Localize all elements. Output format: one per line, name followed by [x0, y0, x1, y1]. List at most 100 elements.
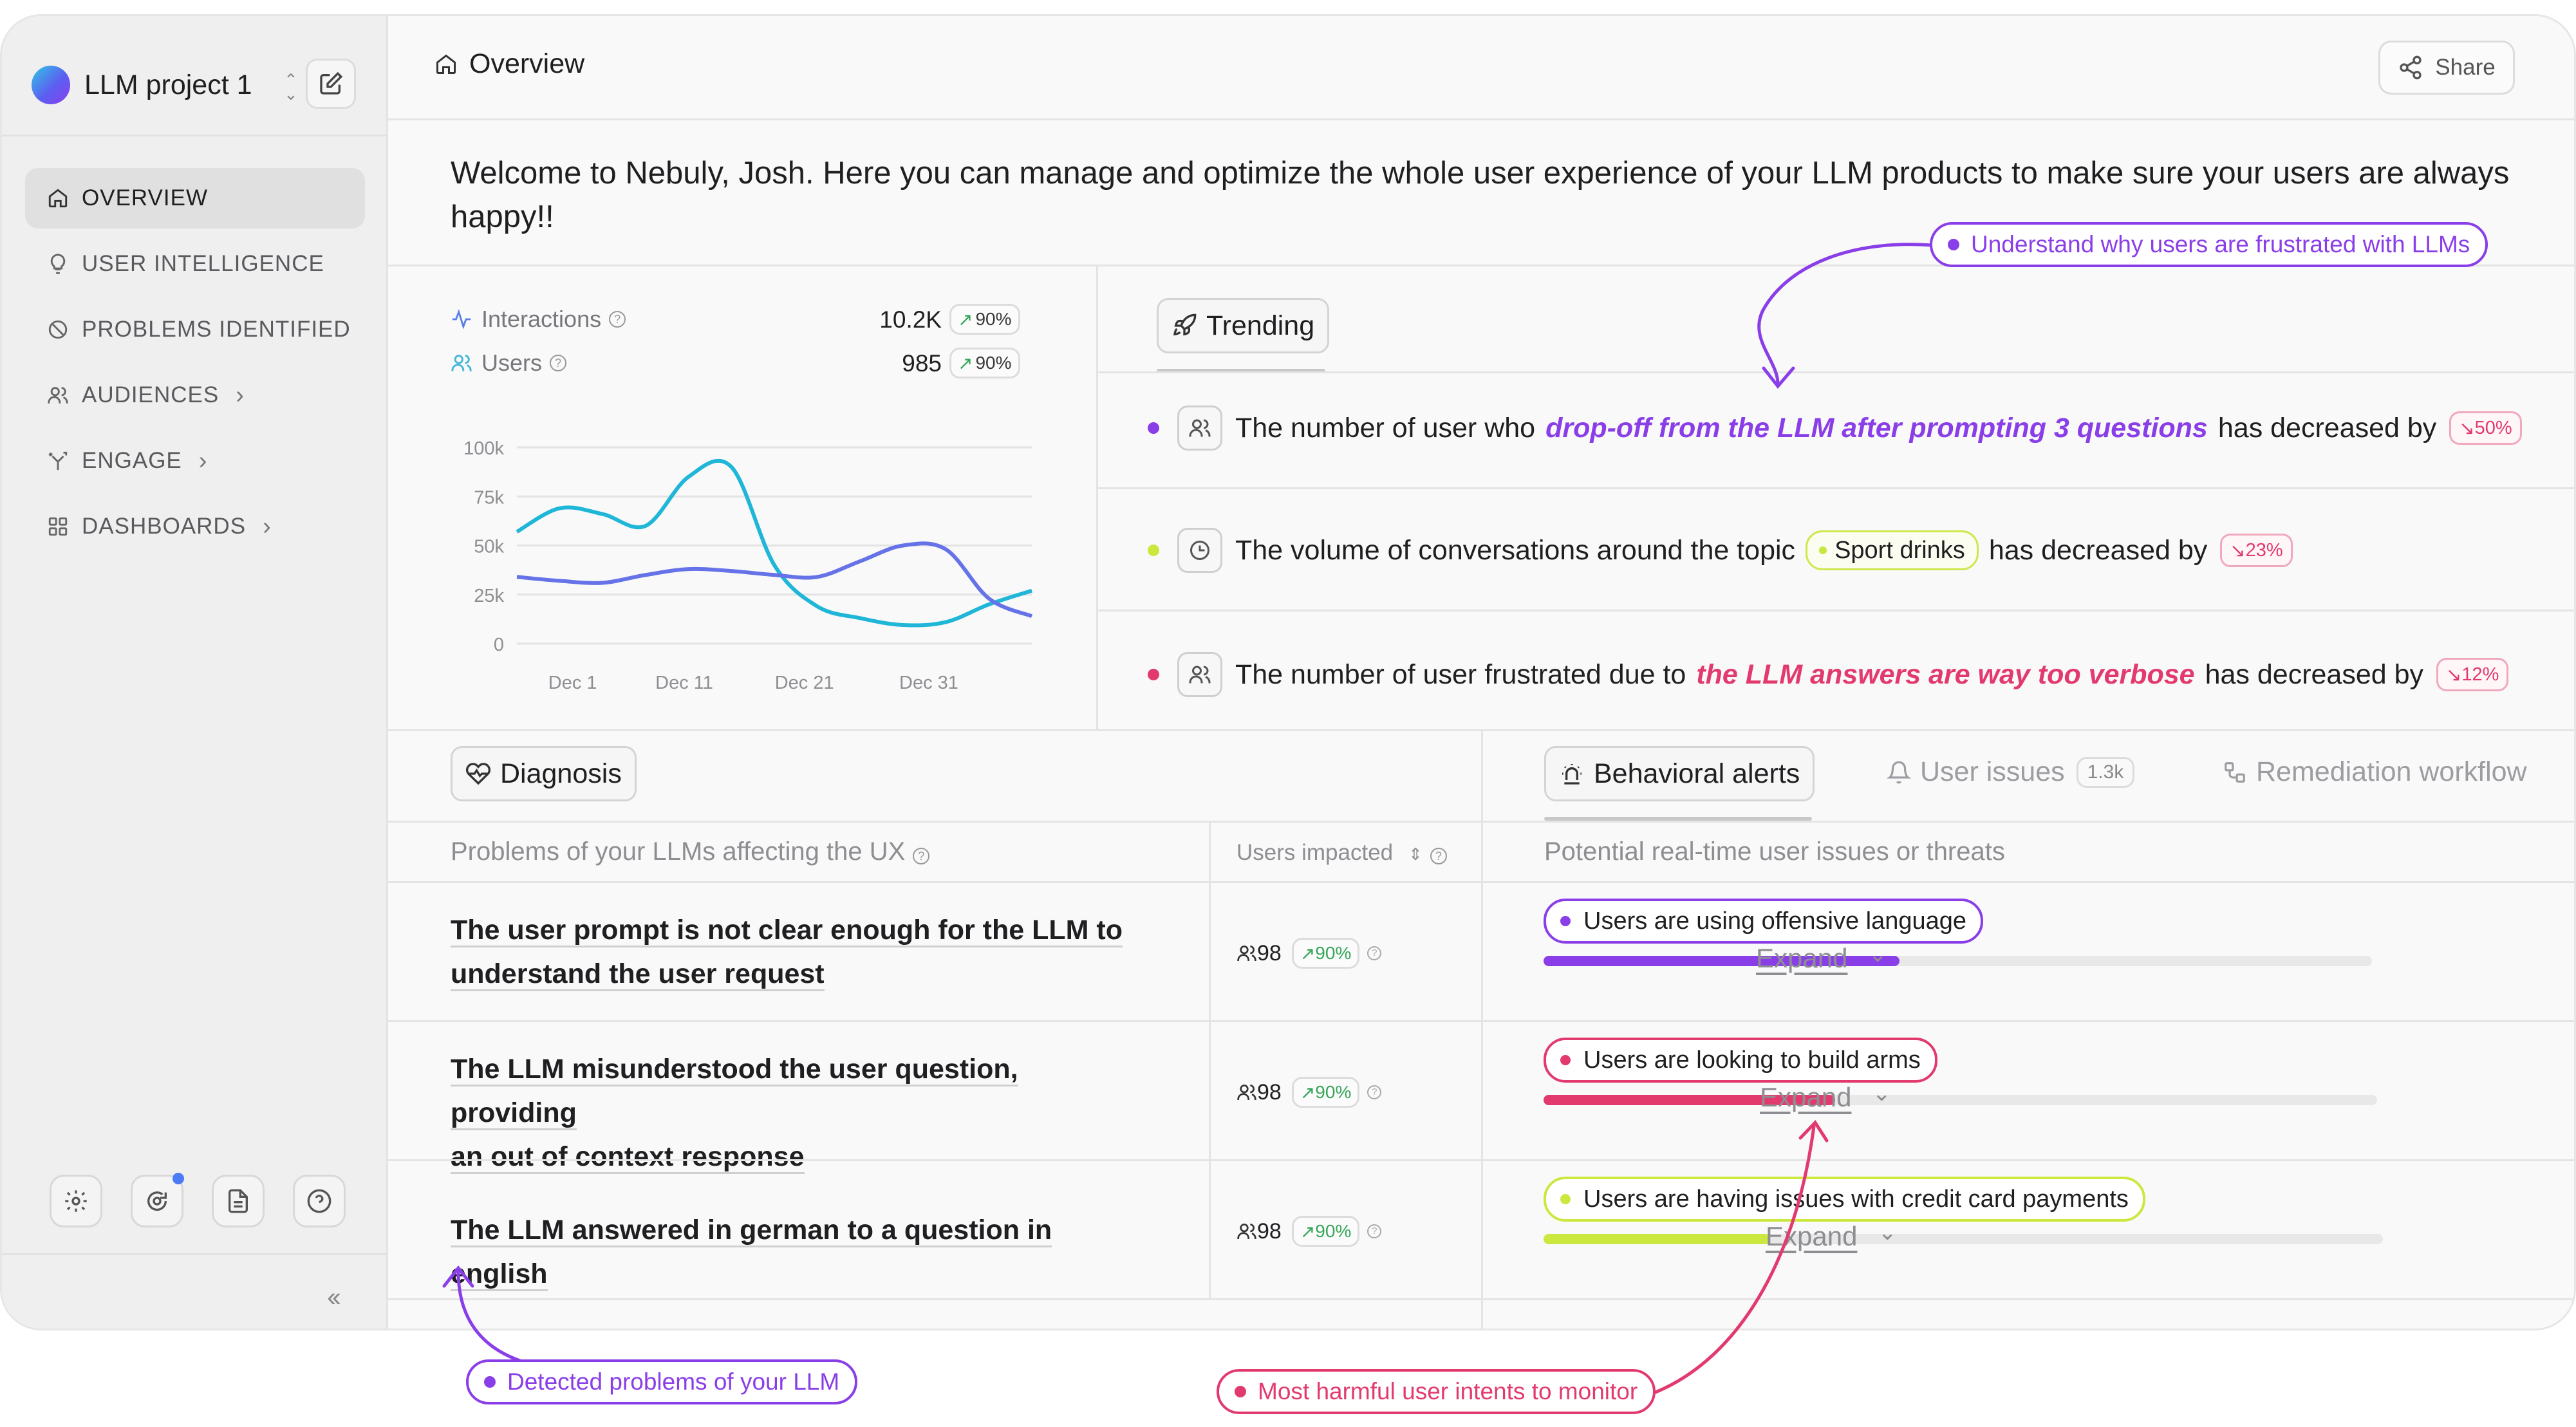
help-icon[interactable]: ?	[550, 355, 567, 371]
help-icon[interactable]: ?	[1367, 1085, 1382, 1099]
series-line-interactions	[516, 458, 1032, 628]
diagnosis-row[interactable]: The user prompt is not clear enough for …	[451, 908, 1146, 996]
top-bar: Overview Share	[388, 16, 2574, 120]
integrations-button[interactable]	[131, 1173, 184, 1227]
metric-interactions-change: ↗ 90%	[949, 304, 1020, 335]
tab-diagnosis[interactable]: Diagnosis	[451, 746, 637, 801]
x-tick-label: Dec 11	[655, 673, 713, 693]
alert-progress-fill	[1544, 1234, 1771, 1244]
sidebar-item-user-intelligence[interactable]: USER INTELLIGENCE	[25, 234, 365, 294]
trend-change-badge: ↘ 12%	[2436, 658, 2509, 691]
settings-button[interactable]	[50, 1175, 102, 1227]
heart-pulse-icon	[465, 763, 491, 785]
section-divider	[1481, 729, 1483, 1329]
sidebar-item-dashboards[interactable]: DASHBOARDS ›	[25, 496, 365, 557]
topic-dot	[1819, 546, 1827, 554]
section-divider	[1096, 265, 1098, 729]
sidebar-item-audiences[interactable]: AUDIENCES ›	[25, 365, 365, 425]
help-button[interactable]	[293, 1175, 346, 1227]
users-icon	[1237, 946, 1256, 961]
tab-behavioral-alerts[interactable]: Behavioral alerts	[1544, 746, 1815, 801]
chevron-down-icon[interactable]: ⌄	[1872, 1081, 1891, 1106]
rocket-icon	[1173, 313, 1197, 336]
share-button[interactable]: Share	[2378, 41, 2515, 95]
alert-progress-track	[1544, 956, 2372, 966]
sidebar-item-problems-identified[interactable]: PROBLEMS IDENTIFIED	[25, 299, 365, 360]
y-tick-label: 100k	[463, 438, 504, 459]
expand-link[interactable]: Expand	[1760, 1082, 1852, 1112]
trending-row[interactable]: The number of user who drop-off from the…	[1148, 402, 2522, 454]
row-divider	[388, 881, 2574, 883]
alert-tag[interactable]: Users are having issues with credit card…	[1544, 1177, 2145, 1222]
diagnosis-row[interactable]: The LLM answered in german to a question…	[451, 1208, 1146, 1296]
sidebar-item-overview[interactable]: OVERVIEW	[25, 168, 365, 229]
users-icon	[1177, 652, 1222, 697]
interactions-line-chart: 100k 75k 50k 25k 0 Dec 1 Dec 11 Dec 21 Dec 31	[463, 438, 1033, 693]
status-dot	[1148, 422, 1159, 434]
user-issues-count: 1.3k	[2076, 756, 2135, 788]
alert-tag[interactable]: Users are using offensive language	[1544, 899, 1984, 944]
sidebar-item-engage[interactable]: ENGAGE ›	[25, 431, 365, 491]
breadcrumb: Overview	[434, 48, 584, 80]
users-icon	[1177, 406, 1222, 451]
chevron-right-icon: ›	[198, 447, 208, 474]
main-content: Overview Share Welcome to Nebuly, Josh. …	[388, 16, 2574, 1329]
expand-link[interactable]: Expand	[1756, 943, 1848, 973]
alert-progress-track	[1544, 1234, 2383, 1244]
sidebar-tools	[50, 1173, 346, 1227]
sidebar-item-label: PROBLEMS IDENTIFIED	[82, 317, 351, 342]
metric-users-change: ↗ 90%	[949, 348, 1020, 378]
diagnosis-row[interactable]: The LLM misunderstood the user question,…	[451, 1047, 1146, 1179]
sidebar-nav: OVERVIEW USER INTELLIGENCE PROBLEMS IDEN…	[25, 168, 365, 562]
topic-tag[interactable]: Sport drinks	[1806, 530, 1979, 570]
trending-row[interactable]: The number of user frustrated due to the…	[1148, 649, 2509, 700]
edit-project-button[interactable]	[306, 59, 356, 109]
users-impacted-cell: 98 ↗ 90% ?	[1237, 938, 1382, 969]
y-tick-label: 50k	[474, 537, 504, 557]
project-avatar	[32, 66, 70, 104]
docs-button[interactable]	[212, 1175, 265, 1227]
ban-icon	[48, 320, 68, 339]
row-divider	[388, 1020, 2574, 1022]
metric-interactions-label: Interactions?	[451, 306, 626, 333]
sort-icon[interactable]: ⇕	[1408, 844, 1423, 864]
trending-highlight[interactable]: drop-off from the LLM after prompting 3 …	[1545, 412, 2208, 443]
app-window: LLM project 1 ⌃ ⌄ OVERVIEW USER INTELLIGE…	[0, 14, 2576, 1330]
status-dot	[1148, 545, 1159, 556]
trending-row[interactable]: The volume of conversations around the t…	[1148, 525, 2293, 576]
help-icon[interactable]: ?	[913, 848, 930, 864]
share-label: Share	[2435, 55, 2496, 80]
column-header-users-impacted[interactable]: Users impacted ⇕?	[1237, 840, 1447, 866]
users-icon	[451, 355, 472, 371]
chevron-down-icon[interactable]: ⌄	[1878, 1220, 1897, 1245]
status-dot	[1148, 669, 1159, 680]
tab-remediation-workflow[interactable]: Remediation workflow	[2223, 756, 2527, 788]
sidebar: LLM project 1 ⌃ ⌄ OVERVIEW USER INTELLIGE…	[2, 16, 388, 1329]
annotation-detected: Detected problems of your LLM	[466, 1359, 858, 1404]
notification-dot	[173, 1173, 184, 1184]
chevron-right-icon: ›	[236, 381, 245, 409]
tab-trending[interactable]: Trending	[1157, 298, 1330, 353]
help-icon[interactable]: ?	[1367, 946, 1382, 960]
alert-progress-fill	[1544, 1095, 1836, 1105]
annotation-frustrated: Understand why users are frustrated with…	[1930, 222, 2488, 267]
help-icon[interactable]: ?	[1430, 848, 1447, 864]
y-tick-label: 25k	[474, 586, 504, 606]
collapse-sidebar-icon[interactable]: ‹‹	[327, 1282, 341, 1312]
expand-link[interactable]: Expand	[1766, 1221, 1858, 1251]
sidebar-item-label: ENGAGE	[82, 448, 182, 473]
annotation-dot	[484, 1376, 496, 1388]
activity-icon	[452, 309, 471, 330]
project-switcher[interactable]: LLM project 1	[32, 50, 252, 120]
users-icon	[48, 387, 68, 404]
help-icon[interactable]: ?	[1367, 1224, 1382, 1238]
selector-arrows-icon[interactable]: ⌃ ⌄	[284, 70, 298, 104]
help-icon[interactable]: ?	[609, 311, 626, 328]
tab-user-issues[interactable]: User issues 1.3k	[1887, 756, 2135, 788]
row-divider	[388, 1298, 2574, 1300]
users-icon	[1237, 1224, 1256, 1239]
sidebar-item-label: USER INTELLIGENCE	[82, 251, 324, 276]
trending-highlight[interactable]: the LLM answers are way too verbose	[1696, 658, 2195, 690]
alert-tag[interactable]: Users are looking to build arms	[1544, 1038, 1937, 1083]
chevron-down-icon[interactable]: ⌄	[1869, 942, 1887, 967]
